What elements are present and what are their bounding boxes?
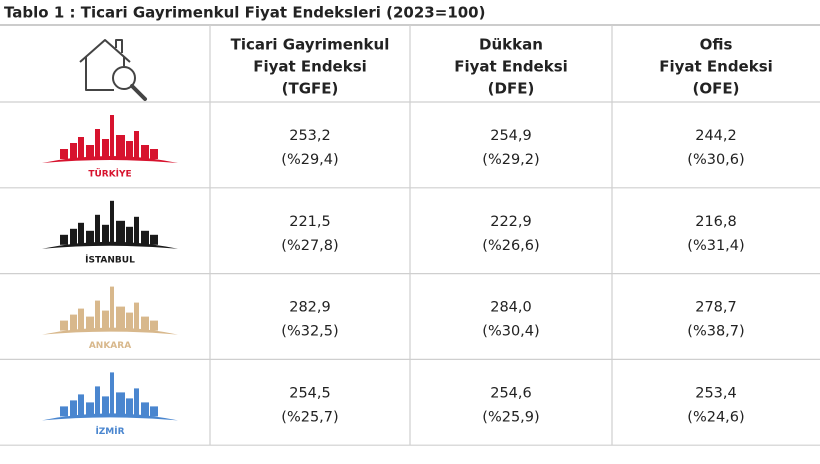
building [110,286,114,331]
column-header: (TGFE) [282,80,339,98]
building [126,226,133,245]
column-header: Dükkan [479,36,543,54]
cell-value: (%29,4) [281,152,338,168]
building [126,141,133,159]
cell-value: (%29,2) [482,152,539,168]
building [95,129,100,159]
cell-value: 282,9 [289,300,331,316]
building [86,145,94,159]
building [95,386,100,417]
building [150,234,158,245]
building [116,135,125,159]
building [60,406,68,417]
cell-value: (%26,6) [482,238,539,254]
cell-value: 254,5 [289,385,331,401]
building [150,406,158,417]
cell-value: 253,4 [695,385,737,401]
cell-value: (%25,7) [281,409,338,425]
building [110,200,114,245]
building [86,316,94,331]
cell-value: (%38,7) [687,324,744,340]
cell-value: 284,0 [490,300,532,316]
region-label: İSTANBUL [85,254,135,265]
building [60,234,68,245]
column-header: Fiyat Endeksi [454,58,568,76]
building [116,306,125,331]
building [78,222,84,245]
region-label: TÜRKİYE [88,169,131,180]
cell-value: (%30,4) [482,324,539,340]
building [102,224,109,245]
building [141,230,149,245]
building [141,145,149,159]
column-header: (DFE) [488,80,535,98]
building [141,402,149,417]
building [116,220,125,245]
cell-value: 222,9 [490,214,532,230]
building [126,398,133,417]
building [70,400,77,417]
building [116,392,125,417]
column-header: Ofis [700,36,733,54]
building [150,320,158,331]
cell-value: (%27,8) [281,238,338,254]
table-title: Tablo 1 : Ticari Gayrimenkul Fiyat Endek… [4,4,485,22]
column-header: Fiyat Endeksi [253,58,367,76]
column-header: (OFE) [693,80,740,98]
search-house-icon [79,39,147,101]
building [78,137,84,159]
building [60,320,68,331]
city-skyline [42,200,178,249]
cell-value: 216,8 [695,214,737,230]
building [95,214,100,245]
building [102,310,109,331]
building [126,312,133,331]
building [150,149,158,159]
building [134,216,139,245]
city-skyline [42,372,178,421]
city-skyline [42,115,178,163]
cell-value: 253,2 [289,128,331,144]
building [86,230,94,245]
building [102,139,109,159]
cell-value: 244,2 [695,128,737,144]
column-header: Ticari Gayrimenkul [231,36,390,54]
cell-value: (%30,6) [687,152,744,168]
building [70,143,77,159]
building [78,394,84,417]
building [70,228,77,245]
building [70,314,77,331]
cell-value: 254,6 [490,385,532,401]
city-skyline [42,286,178,335]
building [134,388,139,417]
cell-value: (%32,5) [281,324,338,340]
building [141,316,149,331]
building [110,372,114,417]
cell-value: 278,7 [695,300,737,316]
building [110,115,114,159]
building [60,149,68,159]
building [86,402,94,417]
cell-value: (%24,6) [687,409,744,425]
building [78,308,84,331]
cell-value: (%31,4) [687,238,744,254]
cell-value: (%25,9) [482,409,539,425]
region-label: ANKARA [89,341,131,351]
region-label: İZMİR [95,426,124,437]
building [134,131,139,159]
building [102,396,109,417]
cell-value: 254,9 [490,128,532,144]
building [134,302,139,331]
building [95,300,100,331]
column-header: Fiyat Endeksi [659,58,773,76]
cell-value: 221,5 [289,214,331,230]
